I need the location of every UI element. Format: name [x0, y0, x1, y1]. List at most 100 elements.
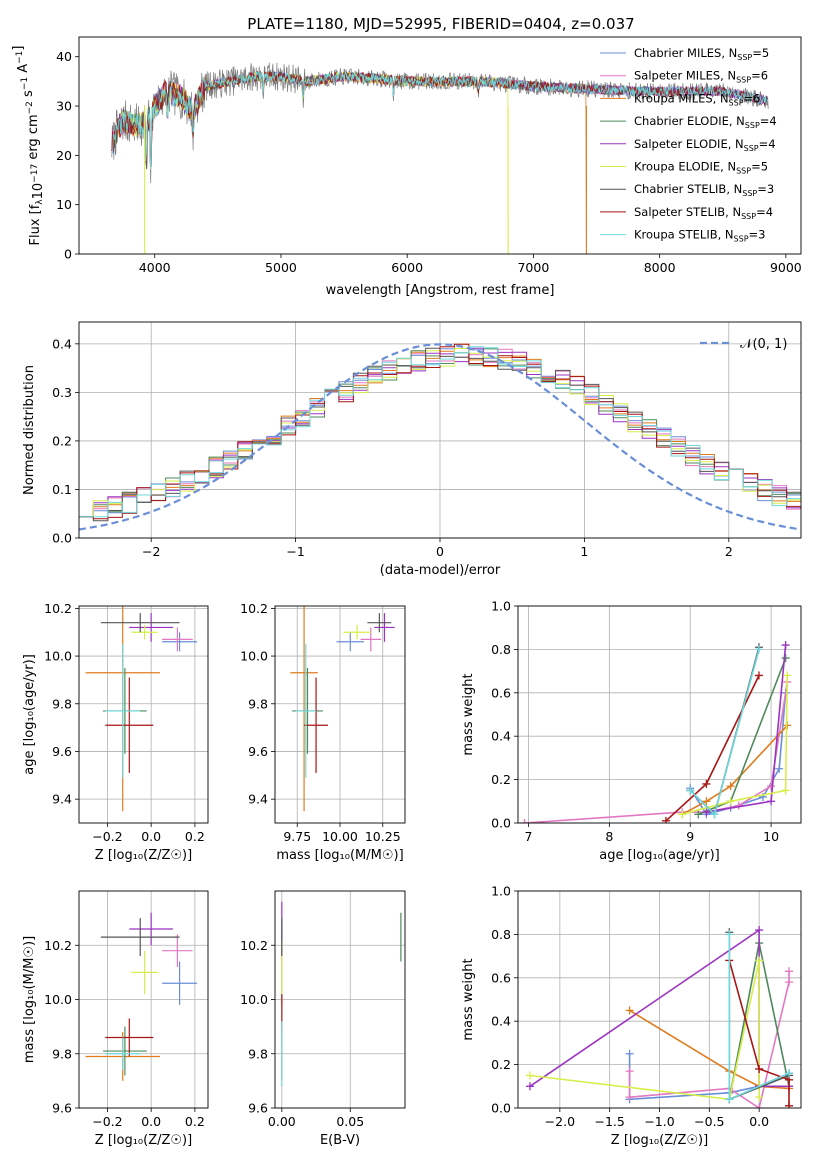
y-tick-label: 9.8 [248, 696, 268, 711]
y-tick-label: 0.2 [52, 433, 72, 448]
x-tick-label: 8000 [644, 260, 676, 275]
panel-weight_vs_age: 7 8 9 10 0.0 0.2 0.4 0.6 0.8 1.0 age [log₁₀(age/yr… [461, 599, 802, 863]
legend-entry: Chabrier ELODIE, NSSP=4 [634, 114, 777, 130]
x-tick-label: 0.2 [185, 1114, 205, 1129]
y-tick-label: 9.6 [52, 1101, 72, 1116]
x-tick-label: −0.2 [92, 829, 122, 844]
series-kroupa-stelib [725, 930, 794, 1104]
series-point [781, 654, 790, 663]
legend-entry: Chabrier MILES, NSSP=5 [634, 46, 769, 62]
axes-frame [78, 321, 802, 539]
x-tick-label: −0.2 [92, 1114, 122, 1129]
x-tick-label: 9000 [770, 260, 802, 275]
errorbar-kroupa-elodie [131, 950, 158, 995]
series-point [755, 1104, 764, 1108]
series-point [785, 1101, 794, 1108]
mass_vs_ebv-ticks: 0.00 0.05 9.6 9.8 10.0 10.2 [240, 891, 405, 1129]
y-tick-label: 10.2 [240, 938, 268, 953]
series-line [728, 960, 790, 1106]
y-tick-label: 40 [56, 49, 72, 64]
x-tick-label: 7 [525, 829, 533, 844]
series-point [726, 782, 735, 791]
age_vs_Z-ticks: −0.2 0.0 0.2 9.4 9.6 9.8 10.0 10.2 [44, 601, 208, 844]
x-tick-label: −2 [142, 544, 160, 559]
series-point [702, 808, 711, 817]
series-point [775, 764, 784, 773]
y-tick-label: 0.1 [52, 482, 72, 497]
errorbar-chabrier-stelib [100, 918, 180, 957]
x-tick-label: 0.00 [268, 1114, 296, 1129]
series-point [767, 782, 776, 791]
x-axis-label: mass [log₁₀(M/M☉)] [276, 848, 403, 863]
x-tick-label: 1 [580, 544, 588, 559]
residuals-plot-area [79, 343, 801, 531]
spectrum-model-kroupa-stelib [111, 70, 769, 170]
x-axis-label: Z [log₁₀(Z/Z☉)] [95, 848, 192, 863]
x-tick-label: 4000 [139, 260, 171, 275]
series-point [702, 797, 711, 806]
series-point [754, 671, 763, 680]
errorbar-kroupa-elodie [343, 625, 371, 640]
y-tick-label: 0.4 [491, 729, 511, 744]
axes-frame [274, 890, 406, 1109]
y-tick-label: 10.2 [240, 601, 268, 616]
errorbar-salpeter-stelib [105, 1018, 154, 1057]
x-axis-label: Z [log₁₀(Z/Z☉)] [95, 1133, 192, 1148]
axes-frame [517, 890, 802, 1109]
errorbar-salpeter-stelib [105, 677, 154, 773]
errorbar-salpeter-stelib [304, 677, 329, 773]
x-tick-label: 0.0 [749, 1114, 769, 1129]
x-tick-label: 2 [725, 544, 733, 559]
x-axis-label: (data-model)/error [380, 563, 501, 578]
errorbar-chabrier-miles [162, 632, 198, 652]
series-kroupa-stelib [686, 645, 763, 819]
series-point [755, 1064, 764, 1073]
series-kroupa-elodie [525, 956, 764, 1104]
errorbar-chabrier-miles [336, 632, 364, 652]
series-point [661, 816, 670, 823]
y-tick-label: 9.4 [248, 792, 268, 807]
y-tick-label: 0.8 [491, 642, 511, 657]
series-line [629, 1009, 790, 1090]
age_vs_Z-plot-area [85, 606, 198, 812]
panel-residuals: −2 −1 0 1 2 0.0 0.1 0.2 0.3 0.4 𝒩(0, 1) (data-model… [22, 321, 802, 578]
x-axis-label: E(B-V) [320, 1133, 360, 1148]
axes-frame [78, 890, 209, 1109]
series-point [710, 810, 719, 819]
x-tick-label: 10.25 [365, 829, 401, 844]
age_vs_mass-ticks: 9.75 10.00 10.25 9.4 9.6 9.8 10.0 10.2 [240, 601, 405, 844]
residuals-legend: 𝒩(0, 1) [700, 337, 787, 352]
x-tick-label: 0.2 [185, 829, 205, 844]
mass_vs_Z-ticks: −0.2 0.0 0.2 9.6 9.8 10.0 10.2 [44, 891, 208, 1129]
age_vs_mass-plot-area [290, 606, 395, 812]
legend-entry: Chabrier STELIB, NSSP=3 [634, 182, 774, 198]
series-point [525, 1071, 534, 1080]
errorbar-salpeter-elodie [129, 912, 174, 946]
x-tick-label: 0.0 [141, 829, 161, 844]
panel-weight_vs_Z: −2.0 −1.5 −1.0 −0.5 0.0 0.0 0.2 0.4 0.6 0.8 1.0 Z [… [461, 884, 802, 1148]
legend-entry: Salpeter MILES, NSSP=6 [634, 69, 768, 85]
axes-frame [274, 605, 406, 824]
series-point [725, 930, 734, 939]
y-tick-label: 1.0 [491, 599, 511, 614]
errorbar-salpeter-miles [162, 627, 193, 652]
errorbar-kroupa-stelib [105, 1037, 141, 1071]
x-tick-label: 0 [436, 544, 444, 559]
series-point [767, 797, 776, 806]
series-chabrier-miles [686, 688, 790, 819]
y-tick-label: 10 [56, 197, 72, 212]
y-tick-label: 9.6 [52, 744, 72, 759]
series-point [781, 641, 790, 650]
axes-frame [78, 605, 209, 824]
y-tick-label: 0.3 [52, 385, 72, 400]
errorbar-chabrier-elodie [103, 1026, 147, 1076]
normal-curve [79, 343, 801, 531]
errorbar-salpeter-miles [360, 627, 382, 652]
series-point [702, 779, 711, 788]
spectrum-plot-area [111, 62, 769, 254]
y-tick-label: 10.2 [44, 938, 72, 953]
axes-frame [517, 605, 802, 824]
y-tick-label: 10.2 [44, 601, 72, 616]
y-axis-label: Normed distribution [22, 365, 37, 495]
panel-spectrum: 4000 5000 6000 7000 8000 9000 0 10 20 30 40 Chabrie… [11, 36, 802, 298]
